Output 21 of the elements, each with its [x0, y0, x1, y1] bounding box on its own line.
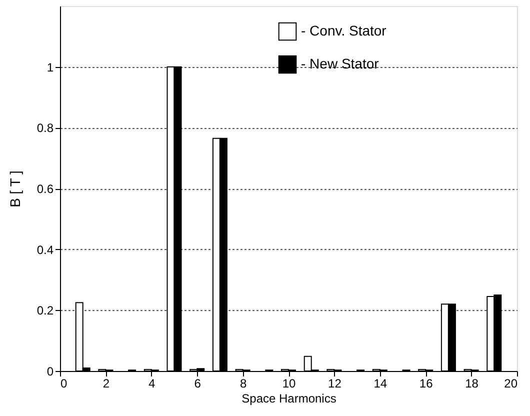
x-tick-label: 10 [282, 376, 296, 390]
x-tick-label: 18 [465, 376, 479, 390]
x-axis-title: Space Harmonics [242, 392, 336, 406]
y-tick-label: 0.8 [36, 121, 54, 136]
x-tick-label: 4 [148, 376, 156, 390]
y-tick-label: 0.6 [36, 182, 54, 196]
x-tick-label: 8 [240, 376, 247, 390]
x-tick-label: 6 [194, 376, 202, 390]
x-tick-label: 14 [374, 376, 388, 390]
x-tick-label: 0 [60, 376, 68, 390]
y-tick-label: 1 [46, 60, 54, 74]
y-axis-title: B [ T ] [6, 170, 23, 208]
legend-label: - New Stator [301, 56, 380, 72]
y-tick-label: 0.2 [36, 304, 54, 318]
y-tick-label: 0.4 [36, 242, 54, 257]
x-tick-label: 2 [102, 376, 110, 390]
x-tick-label: 20 [504, 376, 518, 390]
x-tick-label: 12 [328, 376, 342, 390]
x-tick-label: 16 [419, 376, 434, 390]
y-tick-label: 0 [46, 364, 54, 378]
legend-label: - Conv. Stator [301, 22, 387, 38]
